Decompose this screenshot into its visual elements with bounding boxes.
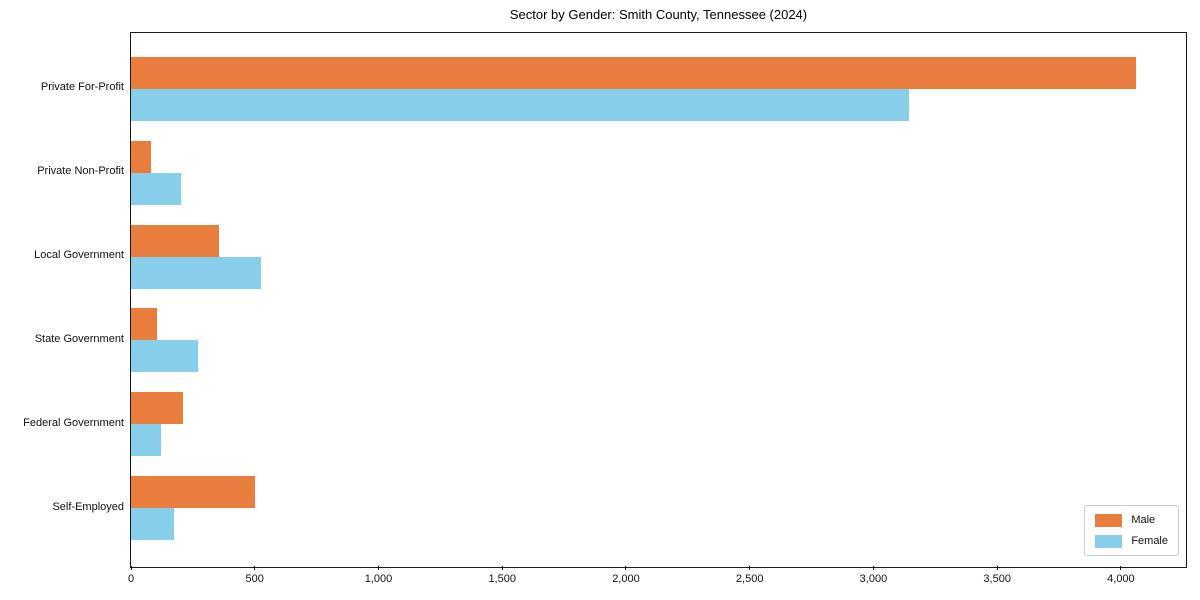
x-tick-mark [996,566,998,570]
y-tick-label: State Government [34,332,124,345]
x-tick-mark [749,566,751,570]
bar-male-4 [131,392,183,425]
bar-male-1 [131,140,151,173]
x-tick-label: 3,500 [983,573,1011,585]
female-color-swatch [1095,534,1123,548]
legend-entry-female: Female [1095,534,1168,548]
bar-female-4 [131,424,161,457]
bar-female-5 [131,508,175,541]
bar-male-0 [131,56,1136,89]
bar-male-3 [131,308,157,341]
y-tick-label: Local Government [34,249,124,262]
y-axis-labels: Private For-Profit Private Non-Profit Loca… [0,32,124,568]
x-tick-mark [872,566,874,570]
x-tick-mark [130,566,132,570]
x-tick-mark [377,566,379,570]
legend: Male Female [1084,505,1179,556]
legend-entry-male: Male [1095,513,1168,527]
legend-label-female: Female [1131,534,1168,547]
x-tick-label: 0 [127,573,135,585]
bar-male-5 [131,476,255,509]
x-tick-label: 2,500 [735,573,764,585]
bar-male-2 [131,224,219,257]
x-tick-label: 4,000 [1107,573,1135,585]
x-tick-label: 1,000 [364,573,393,585]
male-color-swatch [1095,513,1123,527]
chart-title: Sector by Gender: Smith County, Tennesse… [509,7,808,22]
bar-female-3 [131,340,198,373]
y-tick-label: Private Non-Profit [37,165,124,178]
bar-female-2 [131,256,261,289]
x-tick-mark [625,566,627,570]
x-tick-label: 1,500 [488,573,516,585]
x-tick-mark [254,566,256,570]
y-tick-label: Self-Employed [52,500,124,513]
x-tick-label: 500 [245,573,264,585]
x-tick-label: 3,000 [859,573,888,585]
bar-female-0 [131,88,910,121]
y-tick-label: Federal Government [23,416,124,429]
x-tick-mark [501,566,503,570]
x-tick-label: 2,000 [612,573,640,585]
x-tick-mark [1120,566,1122,570]
y-tick-label: Private For-Profit [40,81,124,94]
legend-label-male: Male [1131,513,1156,526]
plot-area: Male Female 0 500 1,000 1,500 2,000 2,500 3,00… [128,32,1187,585]
bar-female-1 [131,172,181,205]
